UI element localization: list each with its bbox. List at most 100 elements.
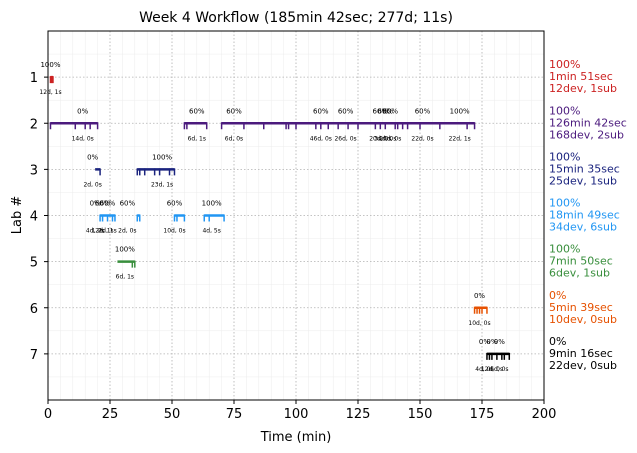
lab-6-summary-line: 5min 39sec bbox=[549, 301, 613, 314]
lab-5-summary-line: 6dev, 1sub bbox=[549, 267, 610, 280]
x-tick-label: 125 bbox=[346, 407, 371, 422]
lab-7-summary-line: 22dev, 0sub bbox=[549, 359, 617, 372]
lab-2-annotation-detail: 6d, 0s bbox=[225, 135, 243, 142]
lab-2-annotation-detail: 26d, 0s bbox=[334, 135, 356, 142]
lab-5-series: 100% 6d, 1s bbox=[115, 246, 136, 281]
lab-2-annotation-percent: 60% bbox=[415, 107, 431, 115]
lab-2-annotation-percent: 60% bbox=[377, 107, 393, 115]
x-axis-ticks: 0 25 50 75 100 125 150 175 200 bbox=[44, 400, 557, 422]
lab-7-summary-line: 9min 16sec bbox=[549, 347, 613, 360]
lab-4-annotation-detail: 2d, 0s bbox=[118, 228, 136, 235]
grid-lines bbox=[48, 31, 544, 400]
lab-1-series: 100% 12d, 1s bbox=[39, 61, 61, 96]
lab-series: 100% 12d, 1s 0% 14d, 0s 60% 6d, 1s 60% 6d, 0s 60… bbox=[39, 61, 511, 373]
lab-6-series: 0% 10d, 0s bbox=[468, 292, 490, 327]
lab-2-annotation-detail: 20d, 0s bbox=[369, 135, 391, 142]
lab-3-summary-line: 15min 35sec bbox=[549, 162, 620, 175]
lab-3-annotation-percent: 100% bbox=[152, 153, 172, 161]
lab-7-series: 0% 4d, 0s 0% 12d, 0s 0% 6d, 0s bbox=[475, 338, 511, 373]
lab-2-annotation-detail: 22d, 0s bbox=[411, 135, 433, 142]
lab-4-annotation-detail: 4d, 0s bbox=[86, 228, 104, 235]
lab-3-annotation-detail: 23d, 1s bbox=[151, 181, 173, 188]
x-tick-label: 200 bbox=[532, 407, 557, 422]
x-tick-label: 150 bbox=[408, 407, 433, 422]
lab-2-annotation-percent: 100% bbox=[450, 107, 470, 115]
y-tick-label: 1 bbox=[30, 71, 38, 86]
lab-7-annotation-detail: 6d, 0s bbox=[490, 366, 508, 373]
lab-2-annotation-detail: 22d, 1s bbox=[449, 135, 471, 142]
x-tick-label: 100 bbox=[284, 407, 309, 422]
lab-4-summary-line: 18min 49sec bbox=[549, 209, 620, 222]
lab-2-annotation-percent: 60% bbox=[338, 107, 354, 115]
y-axis-label: Lab # bbox=[10, 196, 25, 235]
lab-2-annotation-percent: 60% bbox=[189, 107, 205, 115]
lab-6-annotation-percent: 0% bbox=[474, 292, 485, 300]
lab-4-annotation-detail: 4d, 5s bbox=[202, 228, 220, 235]
chart-title: Week 4 Workflow (185min 42sec; 277d; 11s… bbox=[139, 10, 453, 26]
lab-2-annotation-percent: 60% bbox=[226, 107, 242, 115]
lab-4-annotation-percent: 100% bbox=[202, 200, 222, 208]
lab-2-summary-line: 100% bbox=[549, 104, 580, 117]
lab-2-annotation-percent: 60% bbox=[313, 107, 329, 115]
y-tick-label: 7 bbox=[30, 348, 38, 363]
y-tick-label: 5 bbox=[30, 256, 38, 271]
lab-4-annotation-detail: 12d, 1s bbox=[91, 228, 113, 235]
lab-2-annotation-detail: 46d, 0s bbox=[310, 135, 332, 142]
x-tick-label: 175 bbox=[470, 407, 495, 422]
lab-2-annotation-percent: 0% bbox=[77, 107, 88, 115]
lab-4-annotation-detail: 2d, 1s bbox=[98, 228, 116, 235]
lab-4-summary-line: 100% bbox=[549, 197, 580, 210]
x-tick-label: 75 bbox=[226, 407, 243, 422]
lab-5-annotation-detail: 6d, 1s bbox=[116, 274, 134, 281]
lab-1-annotation-percent: 100% bbox=[40, 61, 60, 69]
lab-5-summary-line: 100% bbox=[549, 243, 580, 256]
lab-7-annotation-percent: 0% bbox=[494, 338, 505, 346]
lab-2-summary-line: 168dev, 2sub bbox=[549, 128, 624, 141]
lab-1-annotation-detail: 12d, 1s bbox=[39, 89, 61, 96]
x-tick-label: 50 bbox=[164, 407, 181, 422]
lab-3-annotation-percent: 0% bbox=[87, 153, 98, 161]
lab-3-series: 0% 2d, 0s 100% 23d, 1s bbox=[83, 153, 176, 188]
x-tick-label: 0 bbox=[44, 407, 52, 422]
lab-2-annotation-detail: 6d, 1s bbox=[188, 135, 206, 142]
lab-7-annotation-percent: 0% bbox=[486, 338, 497, 346]
lab-7-annotation-detail: 4d, 0s bbox=[475, 366, 493, 373]
lab-7-annotation-detail: 12d, 0s bbox=[481, 366, 503, 373]
y-axis-ticks: 1 2 3 4 5 6 7 bbox=[30, 71, 48, 363]
x-tick-label: 25 bbox=[102, 407, 119, 422]
y-tick-label: 4 bbox=[30, 210, 38, 225]
y-tick-label: 3 bbox=[30, 163, 38, 178]
lab-2-annotation-detail: 14d, 0s bbox=[72, 135, 94, 142]
lab-1-summary-line: 12dev, 1sub bbox=[549, 82, 617, 95]
lab-7-summary-line: 0% bbox=[549, 335, 566, 348]
lab-6-summary-line: 0% bbox=[549, 289, 566, 302]
lab-4-annotation-percent: 60% bbox=[100, 200, 116, 208]
lab-2-annotation-percent: 60% bbox=[382, 107, 398, 115]
lab-2-annotation-percent: 60% bbox=[373, 107, 389, 115]
lab-4-annotation-percent: 60% bbox=[167, 200, 183, 208]
lab-4-annotation-percent: 0% bbox=[90, 200, 101, 208]
lab-7-annotation-percent: 0% bbox=[479, 338, 490, 346]
lab-3-summary-line: 25dev, 1sub bbox=[549, 174, 617, 187]
lab-4-annotation-percent: 60% bbox=[95, 200, 111, 208]
lab-5-summary-line: 7min 50sec bbox=[549, 255, 613, 268]
lab-4-series: 0% 4d, 0s 60% 12d, 1s 60% 2d, 1s 60% 2d, 0s 60% 1… bbox=[86, 200, 225, 235]
lab-2-annotation-detail: 20d, 0s bbox=[379, 135, 401, 142]
lab-1-summary-line: 1min 51sec bbox=[549, 70, 613, 83]
lab-4-summary-line: 34dev, 6sub bbox=[549, 221, 617, 234]
lab-5-annotation-percent: 100% bbox=[115, 246, 135, 254]
y-tick-label: 6 bbox=[30, 302, 38, 317]
x-axis-label: Time (min) bbox=[260, 430, 332, 445]
lab-1-summary-line: 100% bbox=[549, 58, 580, 71]
lab-3-summary-line: 100% bbox=[549, 150, 580, 163]
lab-2-series: 0% 14d, 0s 60% 6d, 1s 60% 6d, 0s 60% 46d, 0s 60%… bbox=[49, 107, 476, 142]
